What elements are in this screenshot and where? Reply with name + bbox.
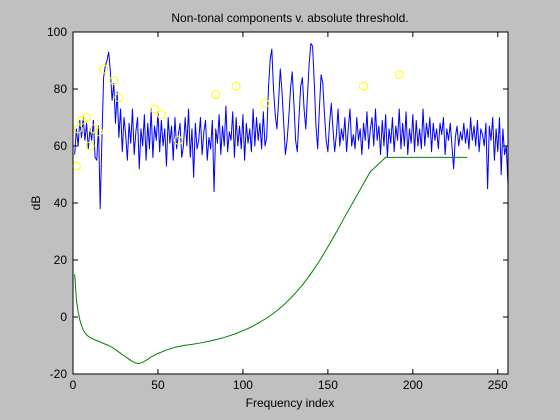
chart-title: Non-tonal components v. absolute thresho…: [171, 11, 408, 25]
spectrum-line: [74, 42, 509, 210]
y-tick-label: 80: [54, 82, 68, 96]
plot-area: [73, 32, 508, 374]
non-tonal-marker: [150, 104, 160, 114]
x-tick-label: 0: [70, 378, 77, 392]
x-axis-label: Frequency index: [246, 396, 335, 410]
non-tonal-marker: [93, 127, 103, 137]
non-tonal-marker: [394, 70, 404, 80]
x-tick-label: 50: [151, 378, 165, 392]
non-tonal-marker: [82, 113, 92, 122]
non-tonal-marker: [156, 110, 166, 120]
y-axis-label: dB: [29, 196, 43, 211]
non-tonal-marker: [99, 64, 109, 74]
x-tick-label: 200: [403, 378, 423, 392]
axes-frame: [72, 31, 509, 375]
non-tonal-marker: [85, 141, 95, 151]
series-layer: [71, 42, 509, 364]
non-tonal-marker: [211, 90, 221, 100]
non-tonal-marker: [109, 75, 119, 85]
y-tick-label: 100: [47, 25, 67, 39]
x-tick-label: 250: [488, 378, 508, 392]
y-tick-label: 0: [60, 310, 67, 324]
non-tonal-marker: [114, 93, 124, 103]
x-tick-label: 100: [233, 378, 253, 392]
y-tick-label: 40: [54, 196, 68, 210]
non-tonal-marker: [173, 135, 183, 145]
non-tonal-marker: [88, 124, 98, 134]
non-tonal-marker: [260, 98, 270, 108]
non-tonal-marker: [73, 124, 83, 134]
non-tonal-marker: [231, 81, 241, 91]
y-tick-label: 20: [54, 253, 68, 267]
non-tonal-marker: [71, 161, 81, 171]
x-tick-label: 150: [318, 378, 338, 392]
non-tonal-marker: [76, 115, 86, 125]
threshold-line: [74, 156, 468, 364]
y-tick-label: -20: [50, 367, 68, 381]
y-tick-label: 60: [54, 139, 68, 153]
non-tonal-marker: [359, 81, 369, 91]
